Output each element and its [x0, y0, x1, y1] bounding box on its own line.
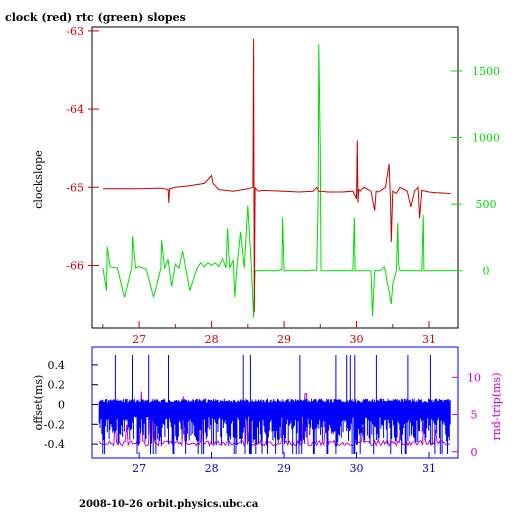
chart-title: clock (red) rtc (green) slopes: [5, 11, 186, 24]
bottom-left-tick-label: 0.2: [48, 379, 66, 392]
series-line-rnd-trip: [98, 391, 451, 448]
series-line-rtc: [102, 44, 451, 318]
bottom-x-tick-label: 31: [422, 462, 436, 475]
footer-text: 2008-10-26 orbit.physics.ubc.ca: [79, 499, 259, 510]
top-x-tick-label: 29: [277, 333, 291, 346]
bottom-right-axis-label: rnd-trip(ms): [490, 373, 503, 441]
top-x-tick-label: 27: [132, 333, 146, 346]
bottom-panel: 0.4 0.2 0 -0.2 -0.4 offset(ms) 10 5 0 rnd-trip(ms…: [32, 346, 503, 475]
bottom-x-tick-label: 27: [132, 462, 146, 475]
left-y-tick-label: -66: [66, 259, 84, 272]
bottom-left-axis-label: offset(ms): [32, 375, 45, 431]
bottom-right-tick-label: 5: [471, 409, 478, 422]
bottom-right-tick-label: 10: [467, 371, 481, 384]
top-x-tick-label: 30: [350, 333, 364, 346]
top-panel: -63 -64 -65 -66 clockslope 0 500 1000 1500 27 28 29…: [32, 25, 500, 346]
left-y-axis-label: clockslope: [32, 150, 45, 208]
bottom-left-tick-label: 0: [58, 399, 65, 412]
series-line-clock: [102, 38, 451, 313]
top-plot-frame: [91, 26, 459, 329]
series-line-offset: [98, 355, 451, 454]
right-y-tick-label: 1500: [472, 65, 500, 78]
bottom-plot-frame: [91, 346, 459, 459]
bottom-left-tick-label: 0.4: [48, 359, 66, 372]
left-y-tick-label: -65: [66, 181, 84, 194]
bottom-left-tick-label: -0.2: [44, 418, 65, 431]
bottom-x-tick-label: 29: [277, 462, 291, 475]
bottom-left-tick-label: -0.4: [44, 438, 65, 451]
right-y-tick-label: 1000: [472, 132, 500, 145]
bottom-right-tick-label: 0: [471, 446, 478, 459]
top-x-tick-label: 28: [205, 333, 219, 346]
left-y-tick-label: -63: [66, 25, 84, 38]
left-y-tick-label: -64: [66, 103, 84, 116]
bottom-x-tick-label: 30: [350, 462, 364, 475]
right-y-tick-label: 500: [476, 198, 497, 211]
right-y-tick-label: 0: [483, 265, 490, 278]
bottom-x-tick-label: 28: [205, 462, 219, 475]
top-x-tick-label: 31: [422, 333, 436, 346]
